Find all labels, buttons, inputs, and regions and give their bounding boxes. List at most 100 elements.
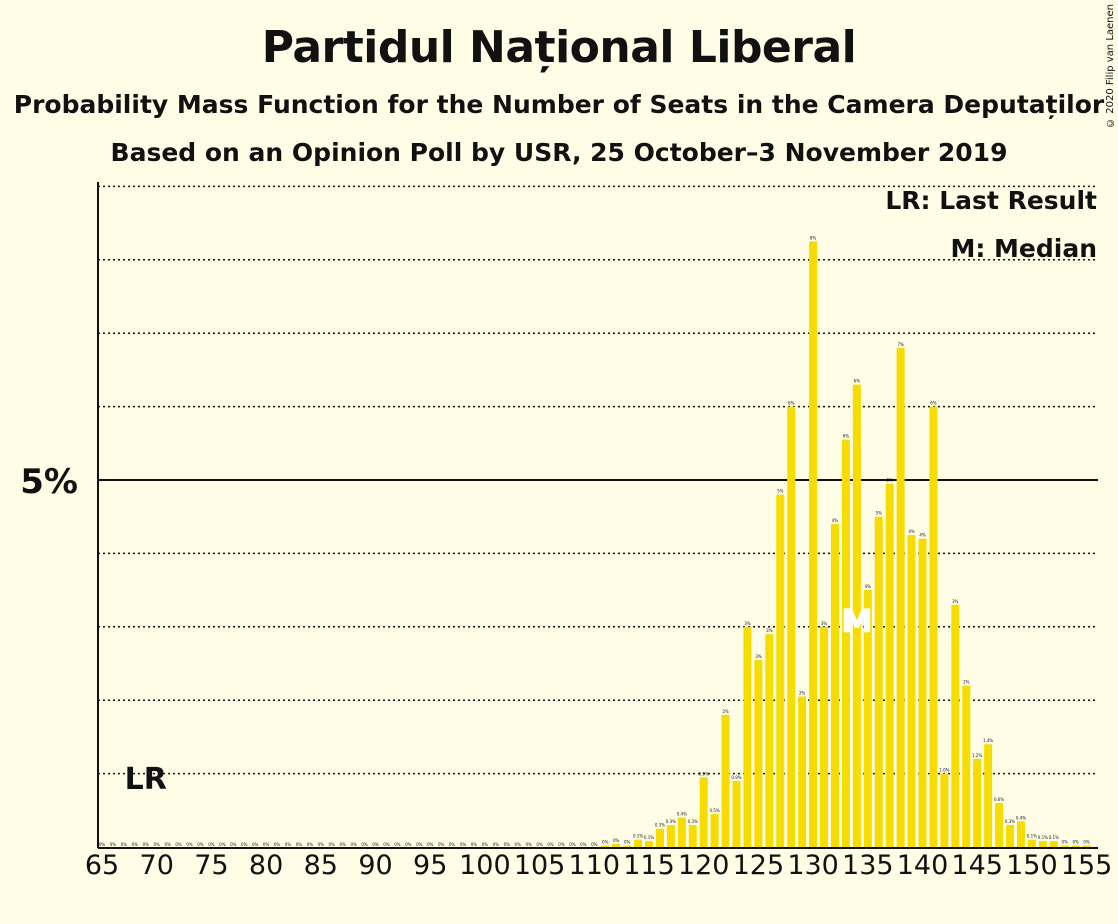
bar xyxy=(962,685,971,847)
bar xyxy=(688,824,697,847)
bar xyxy=(1006,824,1015,847)
legend-median: M: Median xyxy=(950,234,1097,263)
data-label: 0% xyxy=(154,842,161,847)
data-label: 0.4% xyxy=(677,812,687,817)
data-label: 0% xyxy=(263,842,270,847)
bars xyxy=(601,241,1091,847)
bar xyxy=(1038,841,1047,847)
data-label: 4% xyxy=(832,518,839,523)
data-label: 0% xyxy=(361,842,368,847)
bar xyxy=(874,516,883,847)
data-label: 0% xyxy=(340,842,347,847)
data-label: 5% xyxy=(887,478,894,483)
data-label: 4% xyxy=(865,584,872,589)
data-label: 0% xyxy=(175,842,182,847)
bar xyxy=(830,524,839,847)
bar xyxy=(984,744,993,847)
bar xyxy=(699,777,708,847)
data-label: 0% xyxy=(624,840,631,845)
data-label: 0.3% xyxy=(688,819,698,824)
bar xyxy=(765,634,774,847)
data-label: 0% xyxy=(493,842,500,847)
bar xyxy=(995,802,1004,847)
x-tick-label: 140 xyxy=(897,850,949,881)
data-label: 0% xyxy=(296,842,303,847)
legend-last-result: LR: Last Result xyxy=(885,186,1097,215)
x-tick-label: 100 xyxy=(459,850,511,881)
data-label: 0% xyxy=(405,842,412,847)
data-label: 3% xyxy=(821,621,828,626)
data-label: 0.1% xyxy=(1049,835,1059,840)
bar xyxy=(1071,845,1080,847)
data-label: 0% xyxy=(536,842,543,847)
data-label: 5% xyxy=(876,511,883,516)
bar xyxy=(918,538,927,847)
data-label: 0.9% xyxy=(731,775,741,780)
bar xyxy=(710,813,719,847)
data-label: 0% xyxy=(350,842,357,847)
bar xyxy=(601,845,610,847)
bar xyxy=(655,828,664,847)
data-label: 0% xyxy=(219,842,226,847)
bar xyxy=(940,773,949,847)
data-label: 0% xyxy=(329,842,336,847)
bar xyxy=(645,841,653,847)
data-label: 0.4% xyxy=(1016,815,1026,820)
bar xyxy=(809,241,818,847)
bar xyxy=(787,406,796,847)
bar xyxy=(841,439,850,847)
bar xyxy=(863,590,872,847)
data-label: 6% xyxy=(788,401,795,406)
data-label: 0% xyxy=(186,842,193,847)
data-label: 4% xyxy=(908,529,915,534)
data-label: 0.9% xyxy=(699,771,709,776)
data-label: 0% xyxy=(1062,840,1069,845)
bar xyxy=(798,696,807,847)
data-label: 0% xyxy=(394,842,401,847)
data-label: 0% xyxy=(383,842,390,847)
median-marker: M xyxy=(841,602,873,640)
bar xyxy=(1027,839,1036,847)
x-tick-label: 145 xyxy=(951,850,1003,881)
data-label: 1.2% xyxy=(972,753,982,758)
data-label: 3% xyxy=(744,621,751,626)
gridlines xyxy=(98,185,1098,775)
data-label: 0.3% xyxy=(655,823,665,828)
data-label: 0% xyxy=(416,842,423,847)
data-label: 7% xyxy=(897,342,904,347)
x-tick-label: 65 xyxy=(85,850,119,881)
data-label: 5% xyxy=(777,489,784,494)
data-label: 0% xyxy=(252,842,259,847)
data-label: 0% xyxy=(197,842,204,847)
data-label: 0% xyxy=(241,842,248,847)
data-label: 0% xyxy=(558,842,565,847)
data-label: 0% xyxy=(318,842,325,847)
data-label: 0.1% xyxy=(644,835,654,840)
x-tick-label: 115 xyxy=(623,850,675,881)
chart-subtitle: Probability Mass Function for the Number… xyxy=(13,90,1105,119)
data-label: 0% xyxy=(99,842,106,847)
x-tick-label: 110 xyxy=(569,850,621,881)
bar xyxy=(743,626,752,847)
data-label: 0% xyxy=(121,842,128,847)
bar xyxy=(754,659,763,847)
data-label: 3% xyxy=(766,628,773,633)
data-label: 0% xyxy=(132,842,139,847)
data-label: 6% xyxy=(854,379,861,384)
data-label: 0% xyxy=(427,842,434,847)
data-label: 0% xyxy=(164,842,171,847)
bar xyxy=(885,483,894,847)
x-tick-label: 70 xyxy=(140,850,174,881)
data-label: 0.1% xyxy=(633,834,643,839)
data-label: 4% xyxy=(919,533,926,538)
chart-title: Partidul Național Liberal xyxy=(261,22,857,73)
data-label: 1.0% xyxy=(939,768,949,773)
data-label: 0% xyxy=(449,842,456,847)
data-label: 0.3% xyxy=(1005,819,1015,824)
bar xyxy=(896,347,905,847)
data-label: 0% xyxy=(208,842,215,847)
data-label: 0% xyxy=(307,842,314,847)
data-label: 6% xyxy=(843,434,850,439)
bar xyxy=(929,406,938,847)
